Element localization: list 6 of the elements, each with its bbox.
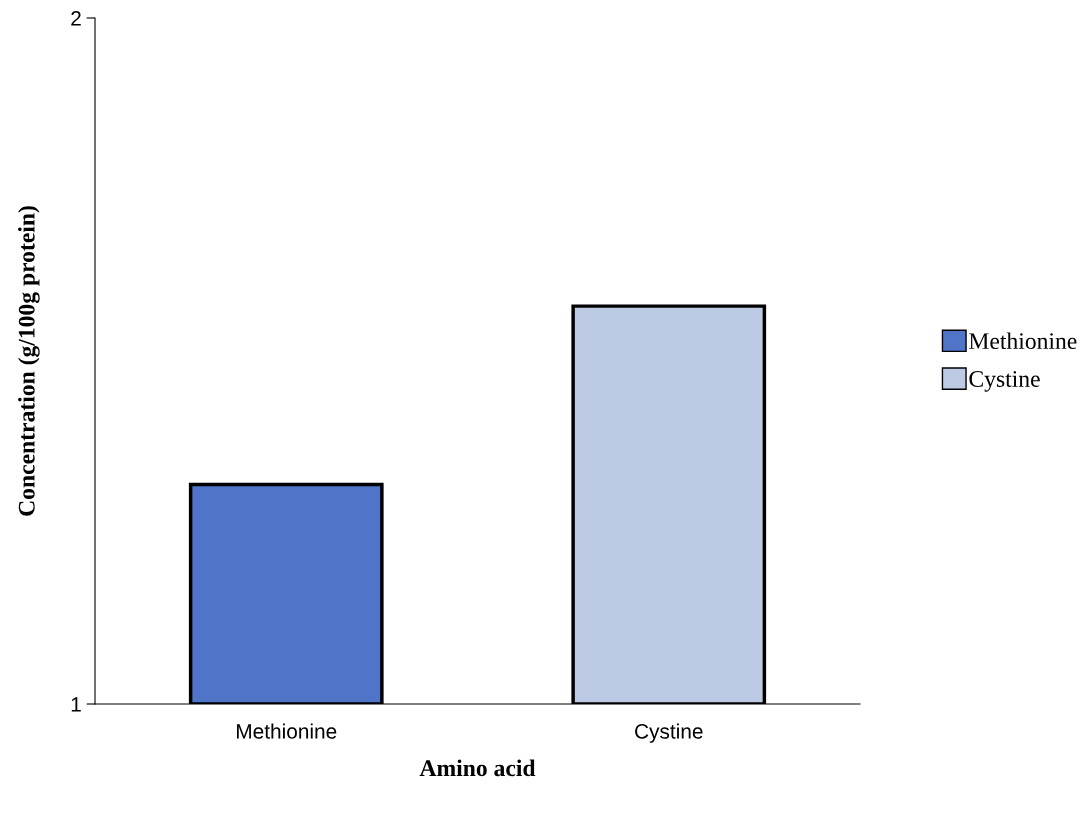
legend-label: Cystine <box>969 371 1040 392</box>
legend-label: Methionine <box>969 332 1077 350</box>
x-axis-title: Amino acid <box>419 759 536 777</box>
y-axis-title: Concentration (g/100g protein) <box>18 206 40 516</box>
y-tick-label: 2 <box>71 11 81 26</box>
y-tick-label: 1 <box>71 697 81 712</box>
